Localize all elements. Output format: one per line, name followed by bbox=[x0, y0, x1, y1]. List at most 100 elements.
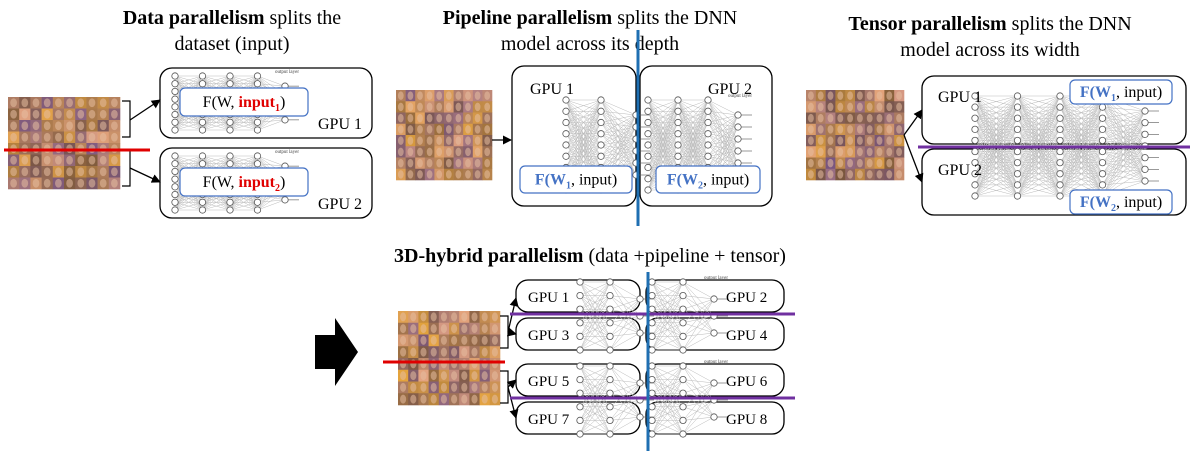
title-text: splits the DNN bbox=[612, 7, 737, 29]
gpu-label: GPU 7 bbox=[528, 412, 570, 428]
face-detail bbox=[847, 148, 853, 157]
neuron bbox=[254, 73, 260, 79]
face-detail bbox=[828, 136, 834, 145]
face-detail bbox=[857, 91, 863, 100]
neuron bbox=[577, 306, 583, 312]
face-detail bbox=[111, 156, 118, 165]
face-detail bbox=[44, 179, 51, 188]
bracket bbox=[122, 101, 130, 186]
neuron bbox=[645, 187, 651, 193]
face-detail bbox=[21, 156, 28, 165]
face-detail bbox=[111, 110, 118, 119]
title-bold: Tensor parallelism bbox=[848, 13, 1007, 35]
neuron bbox=[637, 380, 643, 386]
formula-w: W bbox=[1095, 194, 1111, 211]
face-detail bbox=[44, 156, 51, 165]
neuron bbox=[645, 97, 651, 103]
neuron bbox=[598, 119, 604, 125]
neuron bbox=[649, 417, 655, 423]
neuron bbox=[705, 108, 711, 114]
face-detail bbox=[847, 103, 853, 112]
face-detail bbox=[886, 148, 892, 157]
face-detail bbox=[21, 167, 28, 176]
face-detail bbox=[886, 114, 892, 123]
face-detail bbox=[420, 383, 426, 392]
title-text: (data +pipeline + tensor) bbox=[583, 245, 786, 267]
neuron bbox=[172, 104, 178, 110]
face-detail bbox=[417, 136, 423, 145]
face-detail bbox=[446, 103, 452, 112]
face-detail bbox=[475, 170, 481, 179]
formula-part: F( bbox=[535, 172, 550, 189]
face-detail bbox=[847, 159, 853, 168]
face-detail bbox=[89, 121, 96, 130]
face-detail bbox=[446, 170, 452, 179]
connection bbox=[610, 366, 640, 383]
face-detail bbox=[808, 148, 814, 157]
neuron bbox=[1142, 166, 1148, 172]
face-detail bbox=[877, 114, 883, 123]
face-detail bbox=[100, 167, 107, 176]
neuron bbox=[680, 333, 686, 339]
neuron bbox=[172, 191, 178, 197]
face-detail bbox=[420, 371, 426, 380]
formula-part: F(W, bbox=[203, 94, 239, 111]
network-label: output layer bbox=[704, 360, 728, 365]
face-detail bbox=[441, 348, 447, 357]
face-detail bbox=[431, 324, 437, 333]
formula-w: W bbox=[550, 172, 566, 189]
neuron bbox=[172, 96, 178, 102]
face-detail bbox=[417, 170, 423, 179]
neuron bbox=[563, 131, 569, 137]
face-detail bbox=[66, 179, 73, 188]
face-detail bbox=[847, 125, 853, 134]
face-detail bbox=[431, 371, 437, 380]
neuron bbox=[577, 347, 583, 353]
neuron bbox=[972, 193, 978, 199]
face-detail bbox=[828, 91, 834, 100]
neuron bbox=[199, 153, 205, 159]
face-detail bbox=[77, 167, 84, 176]
neuron bbox=[680, 363, 686, 369]
face-detail bbox=[441, 371, 447, 380]
neuron bbox=[227, 127, 233, 133]
face-detail bbox=[408, 103, 414, 112]
face-detail bbox=[417, 103, 423, 112]
face-detail bbox=[21, 98, 28, 107]
face-detail bbox=[410, 371, 416, 380]
face-detail bbox=[417, 148, 423, 157]
face-detail bbox=[461, 395, 467, 404]
title-text: splits the bbox=[264, 7, 341, 29]
neuron bbox=[607, 390, 613, 396]
neuron bbox=[199, 119, 205, 125]
face-detail bbox=[456, 103, 462, 112]
face-detail bbox=[417, 91, 423, 100]
neuron bbox=[607, 333, 613, 339]
face-detail bbox=[828, 159, 834, 168]
face-detail bbox=[89, 167, 96, 176]
neuron bbox=[607, 347, 613, 353]
neuron bbox=[1057, 126, 1063, 132]
face-detail bbox=[446, 136, 452, 145]
face-detail bbox=[66, 110, 73, 119]
face-detail bbox=[877, 103, 883, 112]
neuron bbox=[972, 182, 978, 188]
neuron bbox=[172, 88, 178, 94]
neuron bbox=[675, 108, 681, 114]
face-detail bbox=[427, 125, 433, 134]
face-detail bbox=[475, 103, 481, 112]
face-detail bbox=[21, 110, 28, 119]
arrow bbox=[508, 332, 516, 334]
neuron bbox=[1057, 115, 1063, 121]
neuron bbox=[563, 142, 569, 148]
face-detail bbox=[471, 383, 477, 392]
face-detail bbox=[837, 114, 843, 123]
neuron bbox=[649, 292, 655, 298]
face-detail bbox=[436, 125, 442, 134]
face-detail bbox=[482, 336, 488, 345]
face-detail bbox=[896, 159, 902, 168]
face-detail bbox=[398, 91, 404, 100]
neuron bbox=[199, 199, 205, 205]
neuron bbox=[172, 73, 178, 79]
neuron bbox=[1142, 119, 1148, 125]
